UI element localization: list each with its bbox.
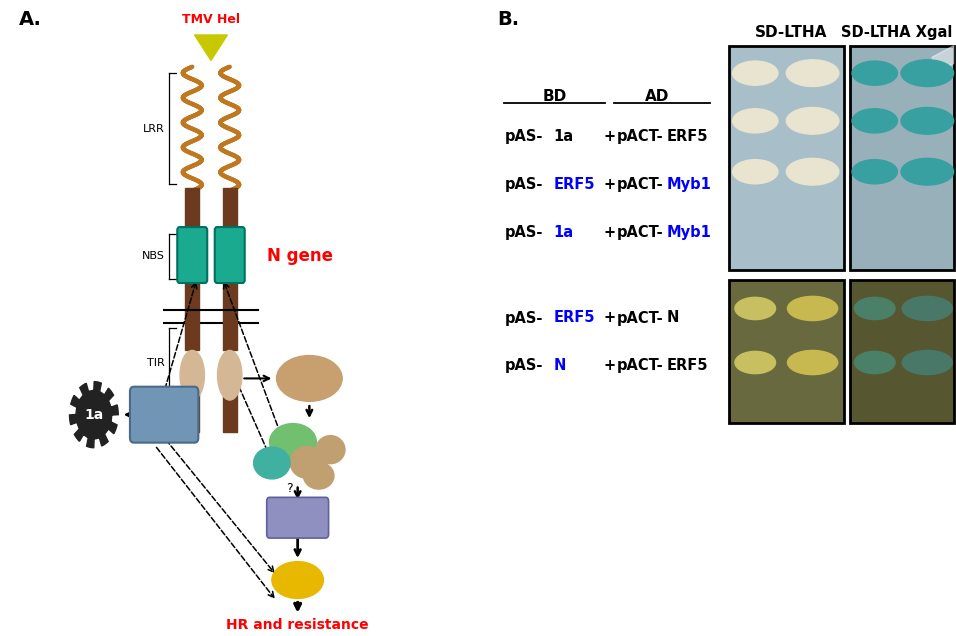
Text: EDS1: EDS1 <box>292 372 328 385</box>
Bar <box>185 277 199 315</box>
Ellipse shape <box>855 351 895 373</box>
Text: pACT-: pACT- <box>617 358 663 373</box>
Text: ERF5: ERF5 <box>554 177 595 192</box>
Ellipse shape <box>735 297 775 319</box>
Text: SCF: SCF <box>322 444 340 453</box>
Bar <box>850 46 953 270</box>
Ellipse shape <box>303 462 334 489</box>
Text: pACT-: pACT- <box>617 225 663 240</box>
Polygon shape <box>932 46 953 73</box>
Text: N gene: N gene <box>267 247 334 265</box>
Ellipse shape <box>786 107 839 134</box>
Ellipse shape <box>788 296 837 321</box>
Text: +: + <box>603 177 616 192</box>
Text: Myb1: Myb1 <box>667 225 711 240</box>
Text: pAS-: pAS- <box>505 177 543 192</box>
Bar <box>185 188 199 235</box>
Bar <box>223 315 237 350</box>
Bar <box>223 394 237 432</box>
Ellipse shape <box>901 158 953 185</box>
Ellipse shape <box>902 350 952 375</box>
Text: N: N <box>554 358 566 373</box>
Text: TIR: TIR <box>147 359 165 368</box>
Text: A.: A. <box>19 10 42 29</box>
Ellipse shape <box>852 160 898 184</box>
Ellipse shape <box>735 351 775 373</box>
Ellipse shape <box>852 109 898 133</box>
Ellipse shape <box>902 296 952 321</box>
Text: SD-LTHA Xgal: SD-LTHA Xgal <box>840 25 952 41</box>
Text: +: + <box>603 358 616 373</box>
Text: +: + <box>603 129 616 144</box>
Text: AD: AD <box>645 89 669 104</box>
Text: COP9: COP9 <box>307 471 332 480</box>
Ellipse shape <box>901 107 953 134</box>
Text: pACT-: pACT- <box>617 177 663 192</box>
Polygon shape <box>195 35 228 60</box>
Text: SGT1: SGT1 <box>294 455 321 464</box>
Text: 1a: 1a <box>84 408 103 422</box>
FancyBboxPatch shape <box>215 227 245 283</box>
Text: LRR: LRR <box>143 124 165 134</box>
Ellipse shape <box>788 350 837 375</box>
Ellipse shape <box>272 562 323 598</box>
Text: pAS-: pAS- <box>505 129 543 144</box>
Bar <box>850 280 953 423</box>
Text: 1a: 1a <box>554 129 574 144</box>
FancyBboxPatch shape <box>177 227 207 283</box>
Text: N: N <box>667 310 679 326</box>
Text: 1a: 1a <box>554 225 574 240</box>
Ellipse shape <box>276 356 342 401</box>
Text: Rar1: Rar1 <box>260 457 284 466</box>
Text: Hsp90: Hsp90 <box>277 434 309 443</box>
Polygon shape <box>70 382 119 448</box>
Ellipse shape <box>291 446 324 478</box>
FancyBboxPatch shape <box>130 387 198 443</box>
Ellipse shape <box>786 60 839 86</box>
Text: ERF5: ERF5 <box>667 358 708 373</box>
Ellipse shape <box>852 61 898 85</box>
Text: B.: B. <box>497 10 519 29</box>
Text: SD-LTHA: SD-LTHA <box>755 25 827 41</box>
FancyBboxPatch shape <box>267 497 329 538</box>
Text: pAS-: pAS- <box>505 225 543 240</box>
Bar <box>185 394 199 432</box>
Text: BD: BD <box>542 89 567 104</box>
Bar <box>185 315 199 350</box>
Text: +: + <box>603 310 616 326</box>
Text: ERF5: ERF5 <box>144 408 184 422</box>
Ellipse shape <box>253 447 291 479</box>
Text: pACT-: pACT- <box>617 129 663 144</box>
Ellipse shape <box>732 109 778 133</box>
Ellipse shape <box>180 350 205 400</box>
Text: pAS-: pAS- <box>505 310 543 326</box>
Ellipse shape <box>315 436 345 464</box>
Ellipse shape <box>732 160 778 184</box>
Text: ?: ? <box>286 482 293 495</box>
Ellipse shape <box>855 297 895 319</box>
Bar <box>223 188 237 235</box>
Bar <box>728 46 843 270</box>
Bar <box>728 280 843 423</box>
Ellipse shape <box>786 158 839 185</box>
Text: ERF5: ERF5 <box>554 310 595 326</box>
Text: NBS: NBS <box>142 251 165 261</box>
Text: Myb1: Myb1 <box>667 177 711 192</box>
Text: TMV Hel: TMV Hel <box>182 13 240 25</box>
Ellipse shape <box>270 424 316 460</box>
Text: NPK1: NPK1 <box>279 511 316 524</box>
Ellipse shape <box>218 350 242 400</box>
Bar <box>223 277 237 315</box>
Text: SA: SA <box>286 572 309 588</box>
Text: HR and resistance: HR and resistance <box>227 618 369 632</box>
Ellipse shape <box>901 60 953 86</box>
Text: pAS-: pAS- <box>505 358 543 373</box>
Ellipse shape <box>732 61 778 85</box>
Text: +: + <box>603 225 616 240</box>
Text: pACT-: pACT- <box>617 310 663 326</box>
Text: ERF5: ERF5 <box>667 129 708 144</box>
